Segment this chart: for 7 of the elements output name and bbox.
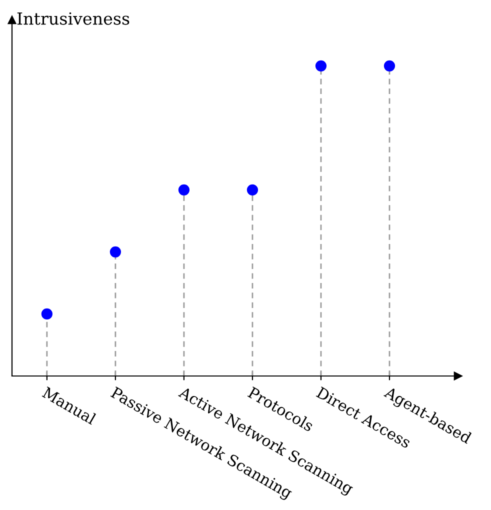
- point: [384, 60, 396, 72]
- point: [246, 184, 258, 196]
- point: [315, 60, 327, 72]
- point: [41, 308, 52, 320]
- point: [178, 184, 190, 196]
- point: [110, 246, 122, 258]
- y-axis-title: Intrusiveness: [17, 12, 130, 25]
